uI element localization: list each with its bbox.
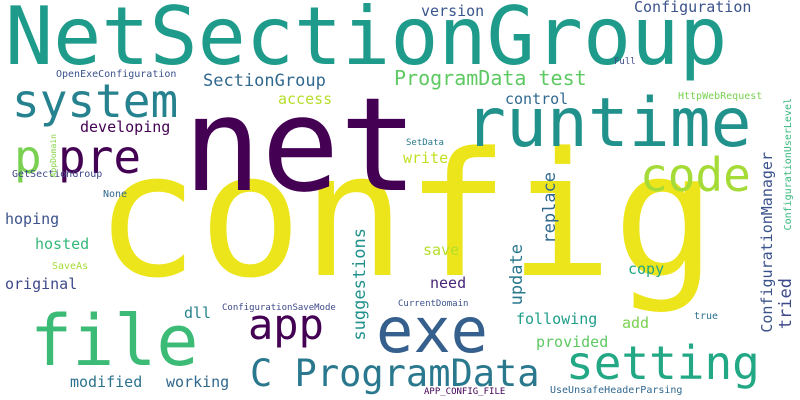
word-setdata: SetData	[406, 138, 444, 148]
word-code: code	[640, 148, 751, 202]
word-openexeconfiguration: OpenExeConfiguration	[56, 69, 177, 80]
word-p: p	[14, 130, 42, 184]
word-configurationuserlevel: ConfigurationUserLevel	[783, 98, 794, 231]
word-copy: copy	[628, 260, 665, 278]
word-update: update	[507, 244, 527, 306]
word-modified: modified	[70, 373, 143, 391]
word-following: following	[516, 310, 598, 328]
word-hosted: hosted	[35, 235, 90, 253]
word-getsectiongroup: GetSectionGroup	[12, 169, 103, 180]
word-provided: provided	[536, 333, 609, 351]
word-saveas: SaveAs	[52, 261, 89, 272]
word-sectiongroup: SectionGroup	[203, 71, 326, 91]
word-currentdomain: CurrentDomain	[398, 299, 469, 309]
word-tried: tried	[776, 278, 796, 330]
word-true: true	[694, 311, 719, 322]
word-configuration: Configuration	[634, 0, 752, 16]
word-config: config	[95, 115, 717, 316]
word-appdomain: AppDomain	[49, 134, 58, 178]
word-setting: setting	[566, 336, 760, 390]
word-system: system	[12, 74, 179, 128]
word-httpwebrequest: HttpWebRequest	[678, 91, 763, 102]
word-full: Full	[614, 57, 636, 67]
word-replace: replace	[540, 172, 560, 244]
word-suggestions: suggestions	[350, 228, 370, 341]
word-runtime: runtime	[465, 84, 752, 163]
word-write: write	[403, 149, 449, 167]
word-pre: pre	[58, 130, 142, 184]
word-dll: dll	[184, 304, 212, 322]
word-useunsafeheaderparsing: UseUnsafeHeaderParsing	[550, 385, 683, 396]
word-version: version	[421, 2, 485, 20]
word-hoping: hoping	[5, 210, 60, 228]
word-developing: developing	[80, 118, 171, 136]
word-configurationsavemode: ConfigurationSaveMode	[222, 303, 336, 313]
word-need: need	[430, 274, 467, 292]
word-net: net	[183, 69, 418, 221]
word-original: original	[5, 275, 78, 293]
word-add: add	[622, 314, 650, 332]
word-exe: exe	[376, 294, 488, 367]
word-c-programdata: C ProgramData	[250, 352, 540, 395]
word-working: working	[166, 373, 230, 391]
word-none: None	[103, 189, 128, 200]
word-programdata-test: ProgramData test	[394, 66, 587, 90]
word-control: control	[505, 90, 569, 108]
word-netsectiongroup: NetSectionGroup	[5, 0, 728, 83]
word-app: app	[248, 300, 324, 349]
word-app-config-file: APP_CONFIG_FILE	[424, 387, 506, 397]
word-configurationmanager: ConfigurationManager	[758, 152, 776, 333]
word-save: save	[423, 241, 460, 259]
word-file: file	[30, 300, 199, 382]
word-access: access	[278, 90, 333, 108]
